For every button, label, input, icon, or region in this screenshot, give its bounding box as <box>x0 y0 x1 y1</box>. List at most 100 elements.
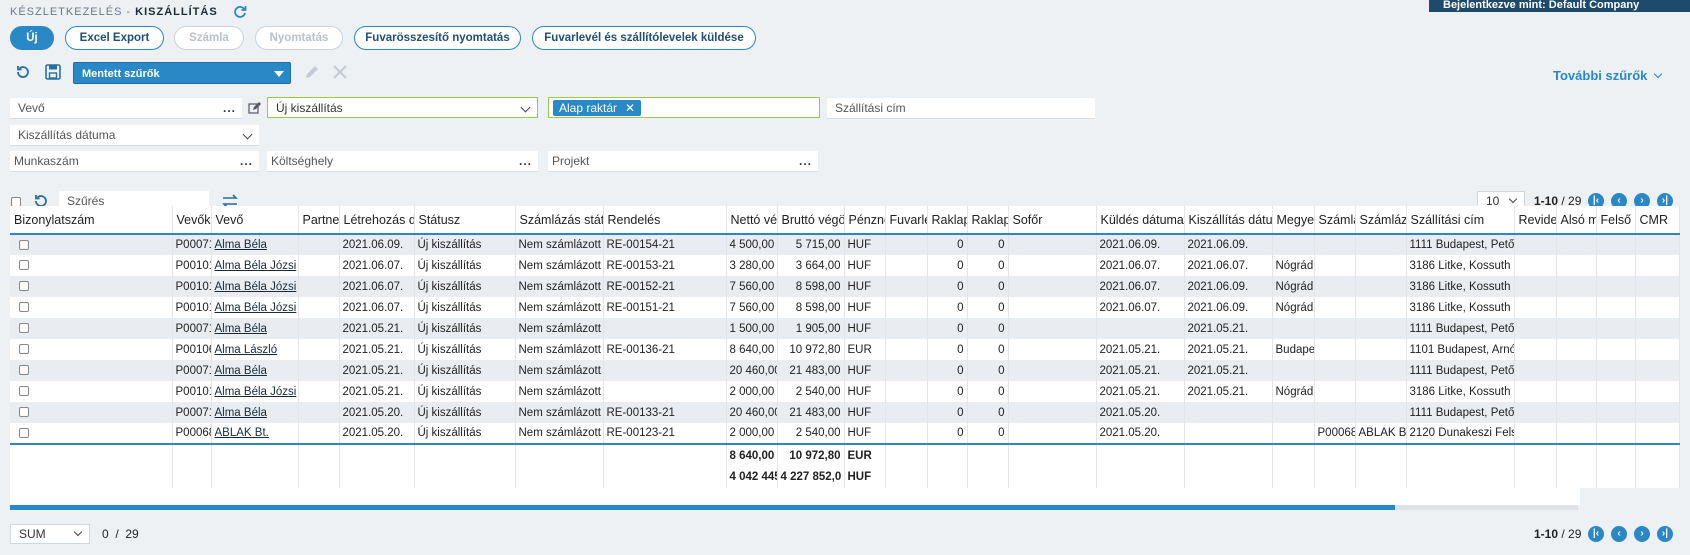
column-header[interactable]: Pénznem <box>844 206 886 235</box>
cost-center-field[interactable]: Költséghely... <box>267 151 538 172</box>
row-checkbox[interactable] <box>19 281 29 292</box>
refresh-icon[interactable] <box>232 4 248 20</box>
project-field[interactable]: Projekt... <box>548 151 818 172</box>
customer-link[interactable]: Alma Béla Józsi <box>211 276 299 297</box>
edit-icon[interactable] <box>303 63 321 81</box>
row-select-cell[interactable] <box>10 318 173 339</box>
next-page-icon[interactable]: › <box>1634 193 1650 209</box>
row-select-cell[interactable] <box>10 381 173 402</box>
save-icon[interactable] <box>44 63 62 81</box>
prev-page-icon[interactable]: ‹ <box>1611 193 1627 209</box>
row-checkbox[interactable] <box>19 407 29 418</box>
column-header[interactable]: Kiszállítás dátuma <box>1184 206 1273 235</box>
warehouse-field[interactable]: Alap raktár ✕ <box>548 97 820 118</box>
date-select[interactable]: Kiszállítás dátuma <box>10 125 259 146</box>
customer-link[interactable]: Alma Béla <box>211 360 299 381</box>
print-button[interactable]: Nyomtatás <box>255 26 343 50</box>
reset-icon[interactable] <box>14 63 32 81</box>
customer-link[interactable]: Alma Béla Józsi <box>211 297 299 318</box>
customer-link[interactable]: ABLAK Bt. <box>211 423 299 444</box>
next-page-icon[interactable]: › <box>1634 526 1650 542</box>
invoice-button[interactable]: Számla <box>174 26 244 50</box>
row-checkbox[interactable] <box>19 260 29 271</box>
column-header[interactable]: Szállítási cím <box>1406 206 1515 235</box>
column-header[interactable]: Sofőr <box>1008 206 1097 235</box>
row-checkbox[interactable] <box>19 323 29 334</box>
row-checkbox[interactable] <box>19 365 29 376</box>
row-select-cell[interactable] <box>10 360 173 381</box>
reset-icon[interactable] <box>32 192 50 210</box>
close-icon[interactable] <box>331 63 349 81</box>
send-documents-button[interactable]: Fuvarlevél és szállítólevelek küldése <box>532 26 756 50</box>
last-page-icon[interactable]: ›| <box>1657 526 1673 542</box>
column-header[interactable]: Vevő <box>211 206 299 235</box>
column-header[interactable]: Bizonylatszám <box>10 206 173 235</box>
column-header[interactable]: Számlázási <box>1355 206 1407 235</box>
address-field[interactable]: Szállítási cím <box>827 98 1095 119</box>
row-select-cell[interactable] <box>10 276 173 297</box>
customer-link[interactable]: Alma Béla Józsi <box>211 255 299 276</box>
row-select-cell[interactable] <box>10 402 173 423</box>
column-header[interactable]: Alsó m <box>1556 206 1597 235</box>
row-select-cell[interactable] <box>10 234 173 255</box>
ellipsis-icon[interactable]: ... <box>222 101 236 115</box>
column-header[interactable]: Bruttó végösszeg <box>777 206 845 235</box>
new-button[interactable]: Új <box>10 26 54 50</box>
last-page-icon[interactable]: ›| <box>1657 193 1673 209</box>
column-header[interactable]: Számlázás státusz <box>515 206 604 235</box>
customer-link[interactable]: Alma Béla <box>211 234 299 255</box>
customer-field[interactable]: Vevő... <box>10 98 242 119</box>
job-number-field[interactable]: Munkaszám... <box>10 151 259 172</box>
row-select-cell[interactable] <box>10 297 173 318</box>
edit-icon[interactable] <box>248 101 262 115</box>
first-page-icon[interactable]: |‹ <box>1588 193 1604 209</box>
row-select-cell[interactable] <box>10 339 173 360</box>
saved-filters-select[interactable]: Mentett szűrők <box>73 62 291 84</box>
first-page-icon[interactable]: |‹ <box>1588 526 1604 542</box>
column-header[interactable]: Nettó végösszeg <box>726 206 778 235</box>
column-header[interactable]: Raklap <box>967 206 1009 235</box>
ellipsis-icon[interactable]: ... <box>518 154 532 168</box>
column-header[interactable]: Revideált <box>1514 206 1557 235</box>
row-checkbox[interactable] <box>19 386 29 397</box>
column-header[interactable]: Fuvarlevél <box>885 206 928 235</box>
status-select[interactable]: Új kiszállítás <box>267 97 538 118</box>
column-header[interactable]: Partner <box>298 206 340 235</box>
more-filters-toggle[interactable]: További szűrők <box>1553 68 1663 83</box>
row-checkbox[interactable] <box>19 239 29 250</box>
ellipsis-icon[interactable]: ... <box>239 154 253 168</box>
aggregate-select[interactable]: SUM <box>10 524 90 544</box>
row-checkbox[interactable] <box>19 344 29 355</box>
close-icon[interactable]: ✕ <box>625 101 636 115</box>
column-header[interactable]: Vevőkód <box>172 206 212 235</box>
column-header[interactable]: Rendelés <box>603 206 727 235</box>
column-header[interactable]: Küldés dátuma <box>1096 206 1185 235</box>
prev-page-icon[interactable]: ‹ <box>1611 526 1627 542</box>
column-header[interactable]: Számla <box>1314 206 1356 235</box>
excel-export-button[interactable]: Excel Export <box>65 26 164 50</box>
column-header[interactable]: Megye <box>1272 206 1315 235</box>
row-checkbox[interactable] <box>19 427 29 438</box>
customer-link[interactable]: Alma Béla <box>211 318 299 339</box>
column-header[interactable]: Létrehozás dátuma <box>339 206 415 235</box>
scrollbar-thumb[interactable] <box>10 505 1395 510</box>
column-header[interactable]: Felső m <box>1596 206 1636 235</box>
row-checkbox[interactable] <box>19 302 29 313</box>
customer-link[interactable]: Alma Béla <box>211 402 299 423</box>
row-select-cell[interactable] <box>10 255 173 276</box>
column-header[interactable]: CMR <box>1635 206 1680 235</box>
customer-link[interactable]: Alma Béla Józsi <box>211 381 299 402</box>
column-header[interactable]: Státusz <box>414 206 516 235</box>
customer-link[interactable]: Alma László <box>211 339 299 360</box>
ellipsis-icon[interactable]: ... <box>798 154 812 168</box>
summary-print-button[interactable]: Fuvarösszesítő nyomtatás <box>354 26 521 50</box>
